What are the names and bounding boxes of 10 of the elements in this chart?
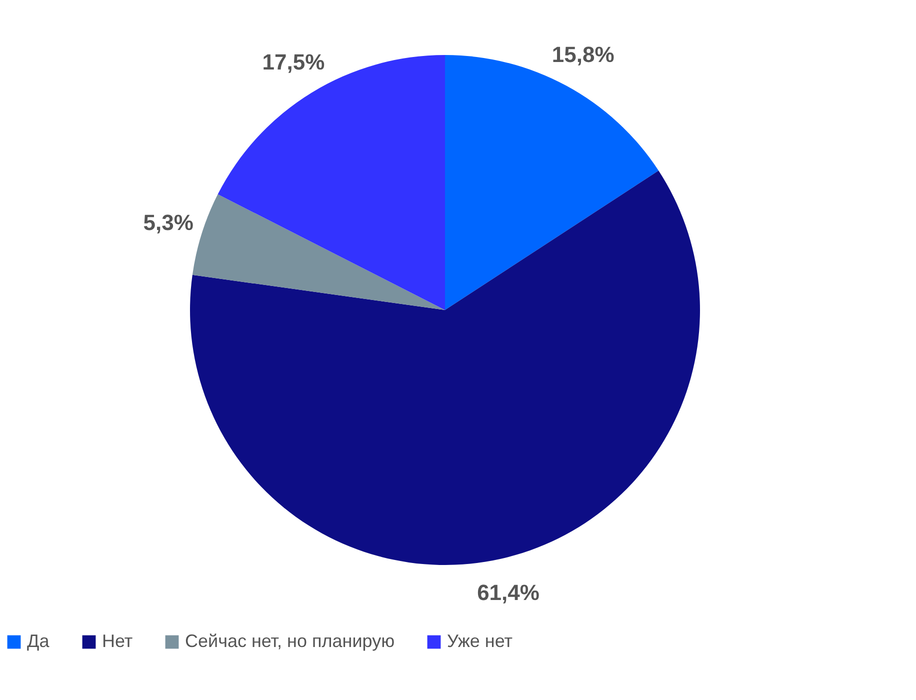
- legend-label: Нет: [102, 631, 133, 651]
- legend-label: Сейчас нет, но планирую: [185, 631, 395, 651]
- pie-slice: [218, 55, 445, 310]
- data-label: 5,3%: [143, 210, 194, 235]
- legend-label: Уже нет: [447, 631, 512, 651]
- pie-slice: [192, 194, 445, 310]
- data-label: 17,5%: [262, 50, 325, 75]
- data-label: 15,8%: [552, 42, 614, 67]
- legend-label: Да: [27, 631, 50, 651]
- data-label: 61,4%: [477, 580, 540, 606]
